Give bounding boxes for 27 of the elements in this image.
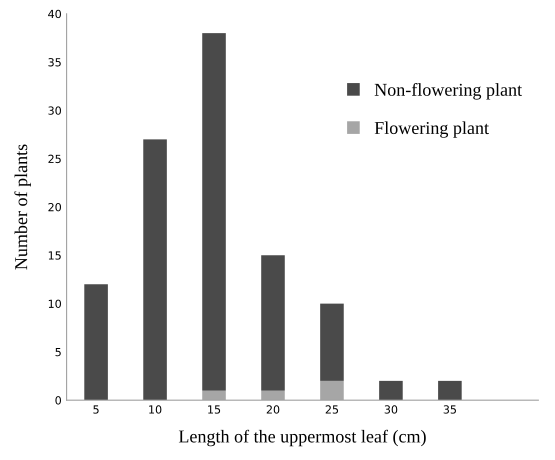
x-tick-label: 20 [266, 405, 280, 414]
x-axis-title: Length of the uppermost leaf (cm) [178, 430, 426, 446]
y-tick-label: 10 [48, 300, 61, 308]
y-tick-label: 15 [48, 251, 61, 260]
x-tick-label: 35 [444, 405, 456, 414]
bar [143, 139, 167, 400]
bar [202, 33, 226, 391]
legend-label: Flowering plant [374, 121, 489, 138]
y-tick-label: 40 [48, 10, 61, 18]
y-tick-label: 0 [55, 396, 61, 405]
y-tick-label: 5 [56, 348, 61, 356]
x-tick-label: 25 [326, 405, 338, 414]
y-axis-title: Number of plants [14, 144, 31, 270]
legend-label: Non-flowering plant [374, 82, 522, 100]
y-tick-label: 30 [48, 106, 61, 115]
x-tick-label: 5 [93, 405, 99, 414]
bar [84, 284, 108, 400]
x-tick-label: 10 [149, 405, 162, 414]
y-tick-label: 25 [48, 154, 61, 164]
x-tick-label: 30 [384, 405, 398, 414]
y-tick-label: 20 [48, 202, 61, 212]
bar [320, 304, 344, 381]
x-tick-label: 15 [208, 405, 220, 414]
y-tick-label: 35 [48, 58, 61, 66]
bar [261, 255, 285, 391]
bar [438, 380, 462, 400]
bar [379, 380, 403, 400]
